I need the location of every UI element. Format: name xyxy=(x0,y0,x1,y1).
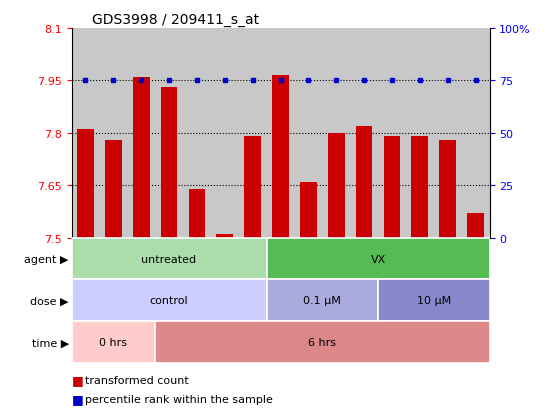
Bar xyxy=(378,280,490,322)
Bar xyxy=(439,140,456,238)
Bar xyxy=(72,280,267,322)
Text: percentile rank within the sample: percentile rank within the sample xyxy=(85,394,273,404)
Bar xyxy=(467,214,484,238)
Text: dose ▶: dose ▶ xyxy=(30,296,69,306)
Bar xyxy=(272,76,289,238)
Bar xyxy=(105,140,122,238)
Bar xyxy=(356,126,372,238)
Bar xyxy=(267,238,490,280)
Bar xyxy=(161,88,178,238)
Text: control: control xyxy=(150,296,188,306)
Text: untreated: untreated xyxy=(141,254,196,264)
Bar xyxy=(244,137,261,238)
Bar xyxy=(133,78,150,238)
Bar xyxy=(411,137,428,238)
Bar xyxy=(328,133,345,238)
Bar xyxy=(77,130,94,238)
Text: ■: ■ xyxy=(72,373,83,387)
Text: ■: ■ xyxy=(72,392,83,405)
Bar xyxy=(155,322,490,363)
Bar xyxy=(383,137,400,238)
Text: agent ▶: agent ▶ xyxy=(24,254,69,264)
Text: transformed count: transformed count xyxy=(85,375,189,385)
Bar xyxy=(72,322,155,363)
Bar xyxy=(267,280,378,322)
Bar xyxy=(72,238,267,280)
Bar xyxy=(216,235,233,238)
Bar xyxy=(300,182,317,238)
Text: time ▶: time ▶ xyxy=(31,337,69,347)
Text: GDS3998 / 209411_s_at: GDS3998 / 209411_s_at xyxy=(92,12,260,26)
Text: 6 hrs: 6 hrs xyxy=(309,337,336,347)
Text: 10 μM: 10 μM xyxy=(417,296,451,306)
Text: 0.1 μM: 0.1 μM xyxy=(304,296,341,306)
Text: 0 hrs: 0 hrs xyxy=(100,337,127,347)
Text: VX: VX xyxy=(370,254,386,264)
Bar xyxy=(189,189,205,238)
